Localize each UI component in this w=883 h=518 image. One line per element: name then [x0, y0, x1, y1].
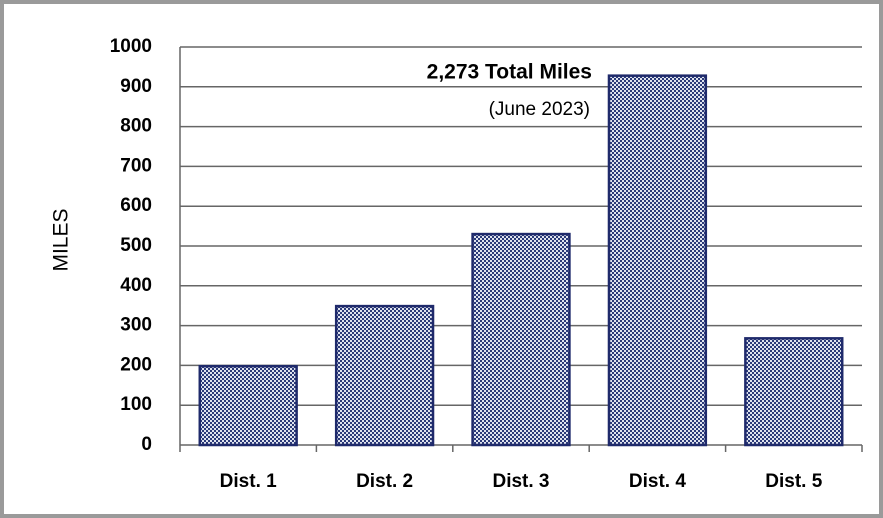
y-tick-label: 1000: [110, 36, 152, 57]
bar: [198, 364, 298, 447]
x-tick-label: Dist. 2: [356, 471, 413, 492]
y-axis-label: MILES: [50, 208, 73, 271]
y-tick-label: 500: [120, 235, 152, 256]
y-tick-label: 700: [120, 155, 152, 176]
y-tick-label: 0: [141, 434, 152, 455]
y-tick-label: 800: [120, 116, 152, 137]
y-tick-label: 300: [120, 315, 152, 336]
y-tick-label: 100: [120, 394, 152, 415]
bar: [471, 232, 571, 447]
x-tick-label: Dist. 3: [492, 471, 549, 492]
annotation: (June 2023): [489, 99, 590, 120]
bar: [607, 74, 708, 447]
x-tick-label: Dist. 5: [765, 471, 822, 492]
y-tick-label: 200: [120, 354, 152, 375]
y-tick-label: 900: [120, 76, 152, 97]
y-tick-label: 600: [120, 195, 152, 216]
annotation: 2,273 Total Miles: [427, 61, 592, 84]
x-tick-label: Dist. 1: [220, 471, 277, 492]
x-tick-label: Dist. 4: [629, 471, 686, 492]
bar: [334, 304, 435, 447]
bar: [744, 337, 844, 447]
y-tick-label: 400: [120, 275, 152, 296]
